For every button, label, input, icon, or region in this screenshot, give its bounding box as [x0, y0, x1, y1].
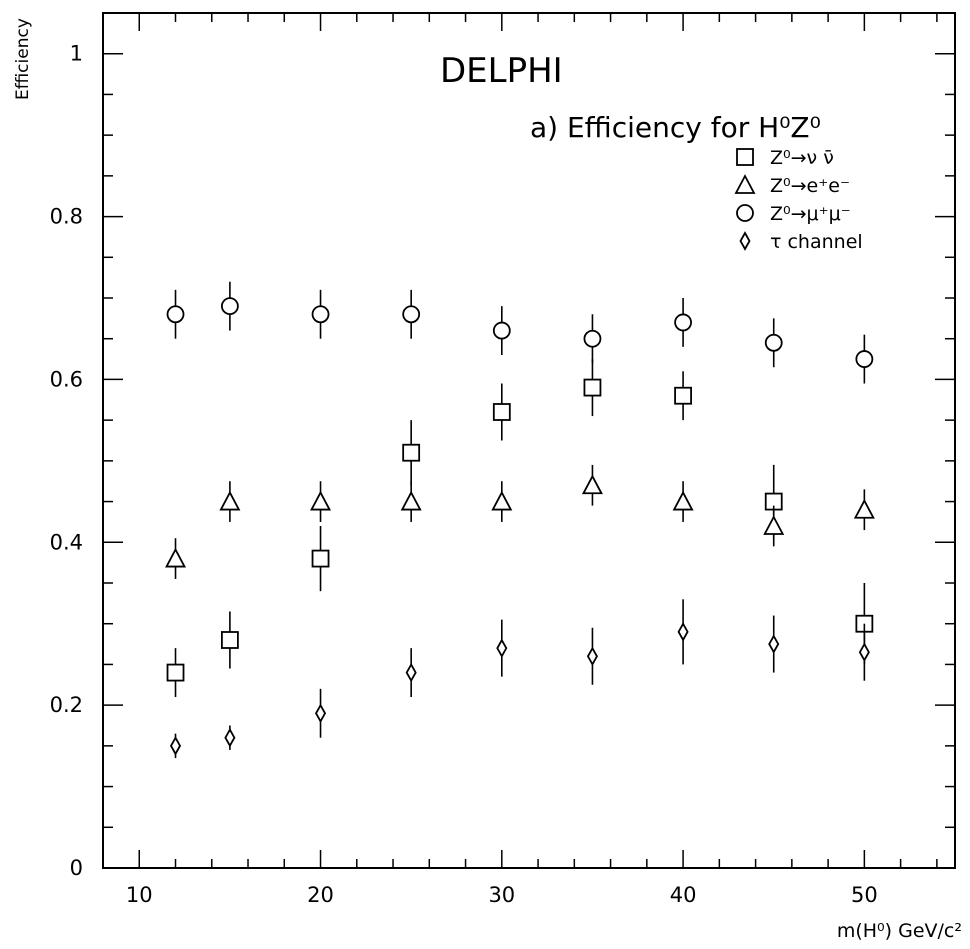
data-point	[674, 313, 692, 332]
legend-marker	[736, 148, 754, 166]
data-point	[583, 378, 602, 397]
legend-label: Z⁰→e⁺e⁻	[770, 175, 850, 197]
data-point	[165, 547, 187, 568]
legend-marker	[739, 231, 751, 251]
data-point	[492, 321, 511, 340]
data-point	[853, 498, 875, 519]
data-point	[166, 305, 185, 324]
data-point	[768, 634, 780, 654]
y-tick-label: 0.6	[50, 367, 83, 391]
data-point	[166, 663, 185, 682]
data-point	[491, 490, 513, 511]
data-point	[224, 727, 236, 748]
data-point	[672, 490, 694, 511]
data-point	[586, 646, 598, 667]
x-tick-label: 40	[670, 883, 697, 907]
data-point	[677, 622, 689, 642]
legend-label: τ channel	[770, 231, 863, 253]
x-tick-label: 30	[488, 883, 515, 907]
data-point	[496, 638, 508, 658]
plot-frame	[102, 12, 956, 869]
legend-marker	[736, 204, 754, 222]
legend-label: Z⁰→μ⁺μ⁻	[770, 203, 851, 225]
y-tick-label: 0.8	[50, 205, 83, 229]
chart-title: DELPHI	[440, 51, 563, 91]
data-point	[492, 403, 511, 421]
data-point	[764, 333, 783, 352]
chart-subtitle: a) Efficiency for H⁰Z⁰	[530, 111, 821, 144]
data-point	[402, 443, 421, 462]
x-tick-label: 50	[851, 883, 878, 907]
data-point	[311, 305, 330, 324]
data-point	[400, 490, 422, 511]
x-tick-label: 10	[126, 883, 153, 907]
data-point	[405, 662, 417, 683]
data-point	[314, 703, 327, 724]
data-point	[220, 631, 239, 649]
data-point	[402, 305, 421, 324]
data-point	[858, 642, 870, 663]
data-point	[581, 474, 603, 495]
data-point	[855, 350, 874, 368]
y-axis-label: Efficiency	[13, 18, 33, 100]
y-tick-label: 0	[70, 856, 83, 880]
y-tick-label: 1	[70, 42, 83, 66]
data-point	[220, 297, 239, 316]
data-point	[219, 490, 241, 511]
legend-marker	[734, 174, 756, 194]
y-tick-label: 0.4	[50, 530, 83, 554]
x-tick-label: 20	[307, 883, 334, 907]
x-axis-label: m(H⁰) GeV/c²	[837, 920, 962, 942]
data-point	[169, 736, 182, 756]
data-point	[674, 386, 692, 405]
data-point	[310, 490, 332, 511]
y-tick-label: 0.2	[50, 693, 83, 717]
data-point	[311, 549, 330, 568]
data-point	[583, 329, 602, 348]
legend-label: Z⁰→ν ν̄	[770, 147, 834, 169]
data-point	[763, 515, 785, 535]
